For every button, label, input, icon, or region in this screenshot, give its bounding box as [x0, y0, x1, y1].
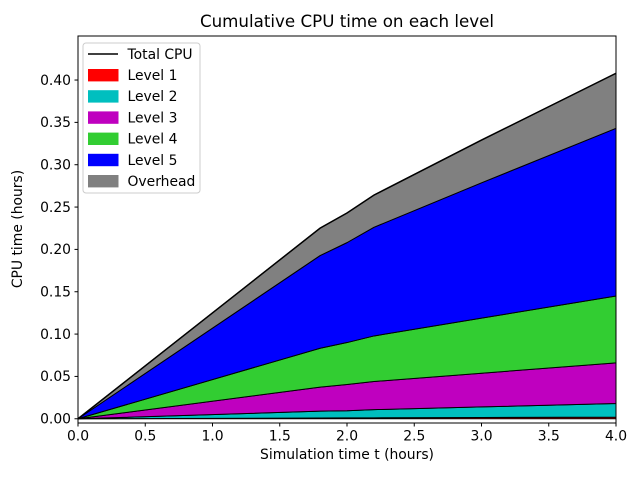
y-tick-label: 0.15	[40, 285, 71, 301]
legend-label: Level 1	[128, 68, 178, 84]
legend-label: Level 5	[128, 153, 178, 169]
x-tick-label: 2.5	[403, 429, 425, 445]
x-tick-label: 0.5	[134, 429, 156, 445]
x-tick-label: 1.5	[269, 429, 291, 445]
legend-label: Overhead	[128, 174, 196, 190]
legend-swatch	[88, 111, 119, 124]
y-tick-label: 0.05	[40, 369, 71, 385]
x-tick-label: 2.0	[336, 429, 358, 445]
legend-swatch	[88, 153, 119, 167]
legend: Total CPU Level 1 Level 2 Level 3 Level 4 Lev…	[82, 42, 201, 194]
legend-swatch	[88, 69, 119, 82]
y-tick-label: 0.00	[40, 412, 71, 428]
y-axis-label: CPU time (hours)	[10, 170, 26, 288]
legend-label: Total CPU	[127, 47, 193, 63]
legend-swatch	[88, 90, 119, 103]
x-tick-label: 3.0	[470, 429, 492, 445]
legend-swatch	[88, 132, 119, 145]
legend-label: Level 3	[128, 110, 178, 126]
y-tick-label: 0.20	[40, 242, 71, 258]
legend-entry: Overhead	[88, 174, 195, 190]
legend-entry: Level 5	[88, 153, 177, 169]
legend-swatch	[88, 175, 119, 188]
axes: 0.0 0.5 1.0 1.5 2.0 2.5 3.0 3.5 4.0 0.00 0.05 0.10 0…	[40, 35, 627, 445]
legend-label: Level 4	[128, 132, 178, 148]
y-tick-label: 0.35	[40, 115, 71, 131]
y-tick-label: 0.25	[40, 200, 71, 216]
y-tick-label: 0.10	[40, 327, 71, 343]
legend-entry: Level 1	[88, 68, 177, 84]
x-axis-label: Simulation time t (hours)	[260, 447, 434, 463]
stacked-areas	[77, 72, 617, 420]
y-tick-label: 0.30	[40, 158, 71, 174]
y-tick-label: 0.40	[40, 73, 71, 89]
total-cpu-line	[77, 72, 617, 420]
x-tick-label: 1.0	[201, 429, 223, 445]
legend-entry: Level 2	[88, 89, 177, 105]
legend-entry: Total CPU	[88, 47, 193, 63]
legend-entry: Level 3	[88, 110, 177, 126]
chart-title: Cumulative CPU time on each level	[200, 11, 494, 31]
x-tick-label: 4.0	[605, 429, 627, 445]
x-tick-label: 0.0	[67, 429, 89, 445]
legend-entry: Level 4	[88, 132, 178, 148]
x-tick-label: 3.5	[538, 429, 560, 445]
legend-label: Level 2	[128, 89, 178, 105]
